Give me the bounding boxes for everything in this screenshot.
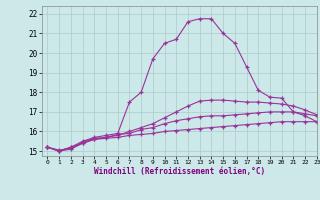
- X-axis label: Windchill (Refroidissement éolien,°C): Windchill (Refroidissement éolien,°C): [94, 167, 265, 176]
